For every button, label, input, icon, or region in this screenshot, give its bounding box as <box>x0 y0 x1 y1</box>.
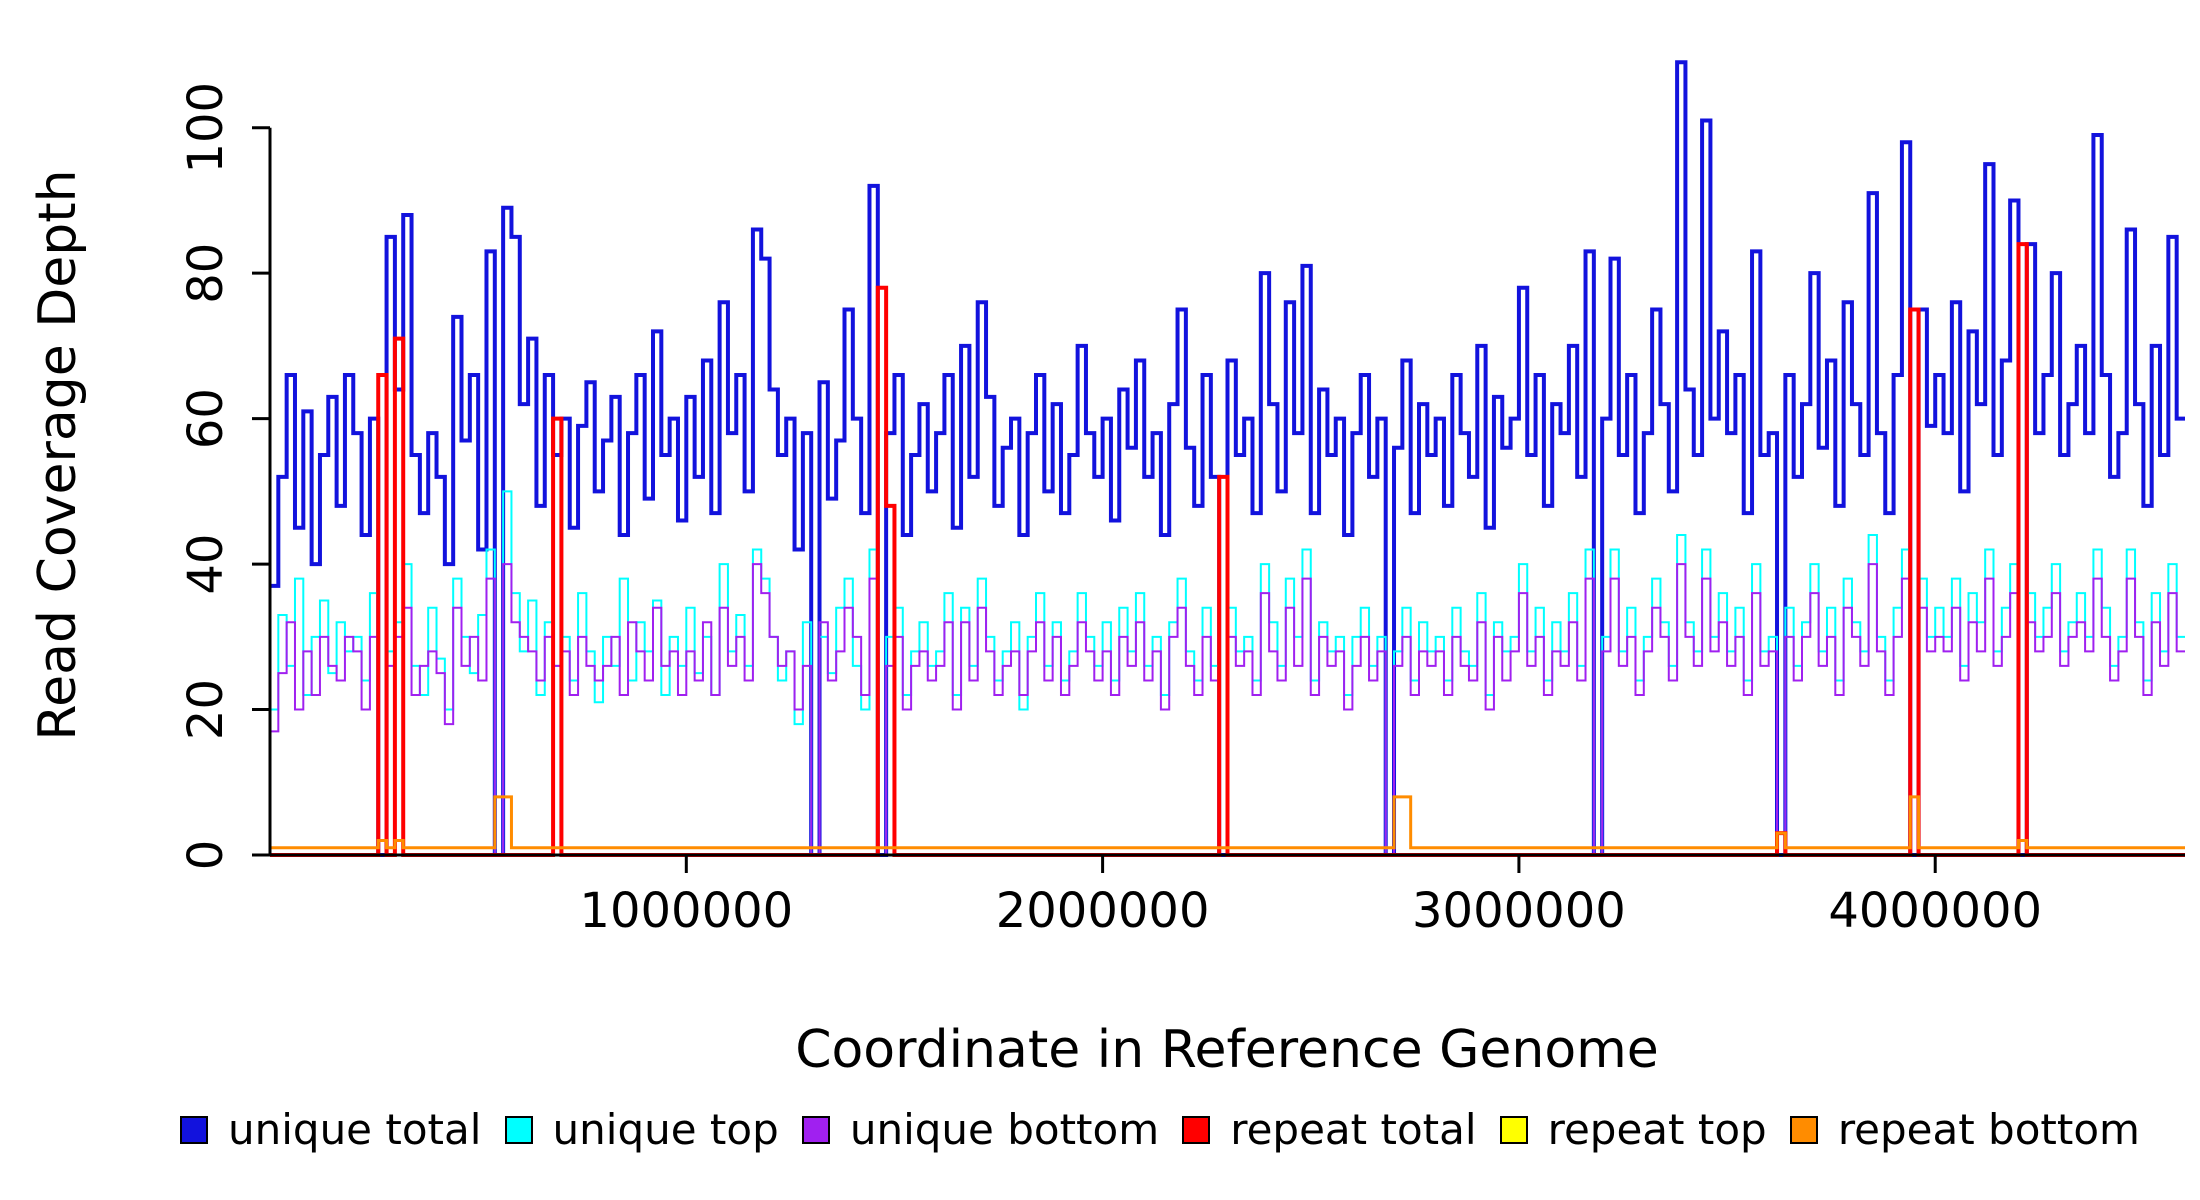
legend-label-repeat-bottom: repeat bottom <box>1837 1105 2140 1154</box>
legend-swatch-unique-total-icon <box>180 1115 208 1144</box>
legend-label-unique-bottom: unique bottom <box>849 1105 1160 1154</box>
y-tick-label: 60 <box>178 388 234 449</box>
series-repeat-total <box>270 242 2185 857</box>
legend-swatch-repeat-bottom-icon <box>1789 1115 1818 1144</box>
series-repeat-bottom <box>270 795 2185 850</box>
x-tick-label: 4000000 <box>1828 883 2042 939</box>
legend-label-repeat-total: repeat total <box>1230 1105 1477 1154</box>
y-tick-label: 100 <box>178 82 234 174</box>
legend-swatch-unique-bottom-icon <box>801 1115 830 1144</box>
legend-item-unique-bottom: unique bottom <box>801 1105 1160 1154</box>
y-tick-label: 20 <box>178 679 234 740</box>
legend-item-repeat-bottom: repeat bottom <box>1789 1105 2140 1154</box>
x-tick-label: 1000000 <box>579 883 793 939</box>
legend-label-unique-total: unique total <box>228 1105 482 1154</box>
y-axis-title: Read Coverage Depth <box>28 169 88 741</box>
legend-item-repeat-total: repeat total <box>1182 1105 1477 1154</box>
x-tick-label: 3000000 <box>1412 883 1626 939</box>
legend-label-unique-top: unique top <box>552 1105 779 1154</box>
legend-item-unique-top: unique top <box>504 1105 779 1154</box>
legend-label-repeat-top: repeat top <box>1547 1105 1767 1154</box>
x-tick-label: 2000000 <box>996 883 1210 939</box>
legend-swatch-repeat-top-icon <box>1499 1115 1528 1144</box>
x-axis-title: Coordinate in Reference Genome <box>795 1020 1659 1080</box>
y-tick-label: 40 <box>178 534 234 595</box>
legend-swatch-repeat-total-icon <box>1182 1115 1211 1144</box>
y-tick-label: 0 <box>178 840 234 871</box>
legend-item-repeat-top: repeat top <box>1499 1105 1767 1154</box>
legend-item-unique-total: unique total <box>180 1105 481 1154</box>
legend: unique total unique top unique bottom re… <box>180 1105 2140 1154</box>
legend-swatch-unique-top-icon <box>504 1115 533 1144</box>
y-tick-label: 80 <box>178 243 234 304</box>
